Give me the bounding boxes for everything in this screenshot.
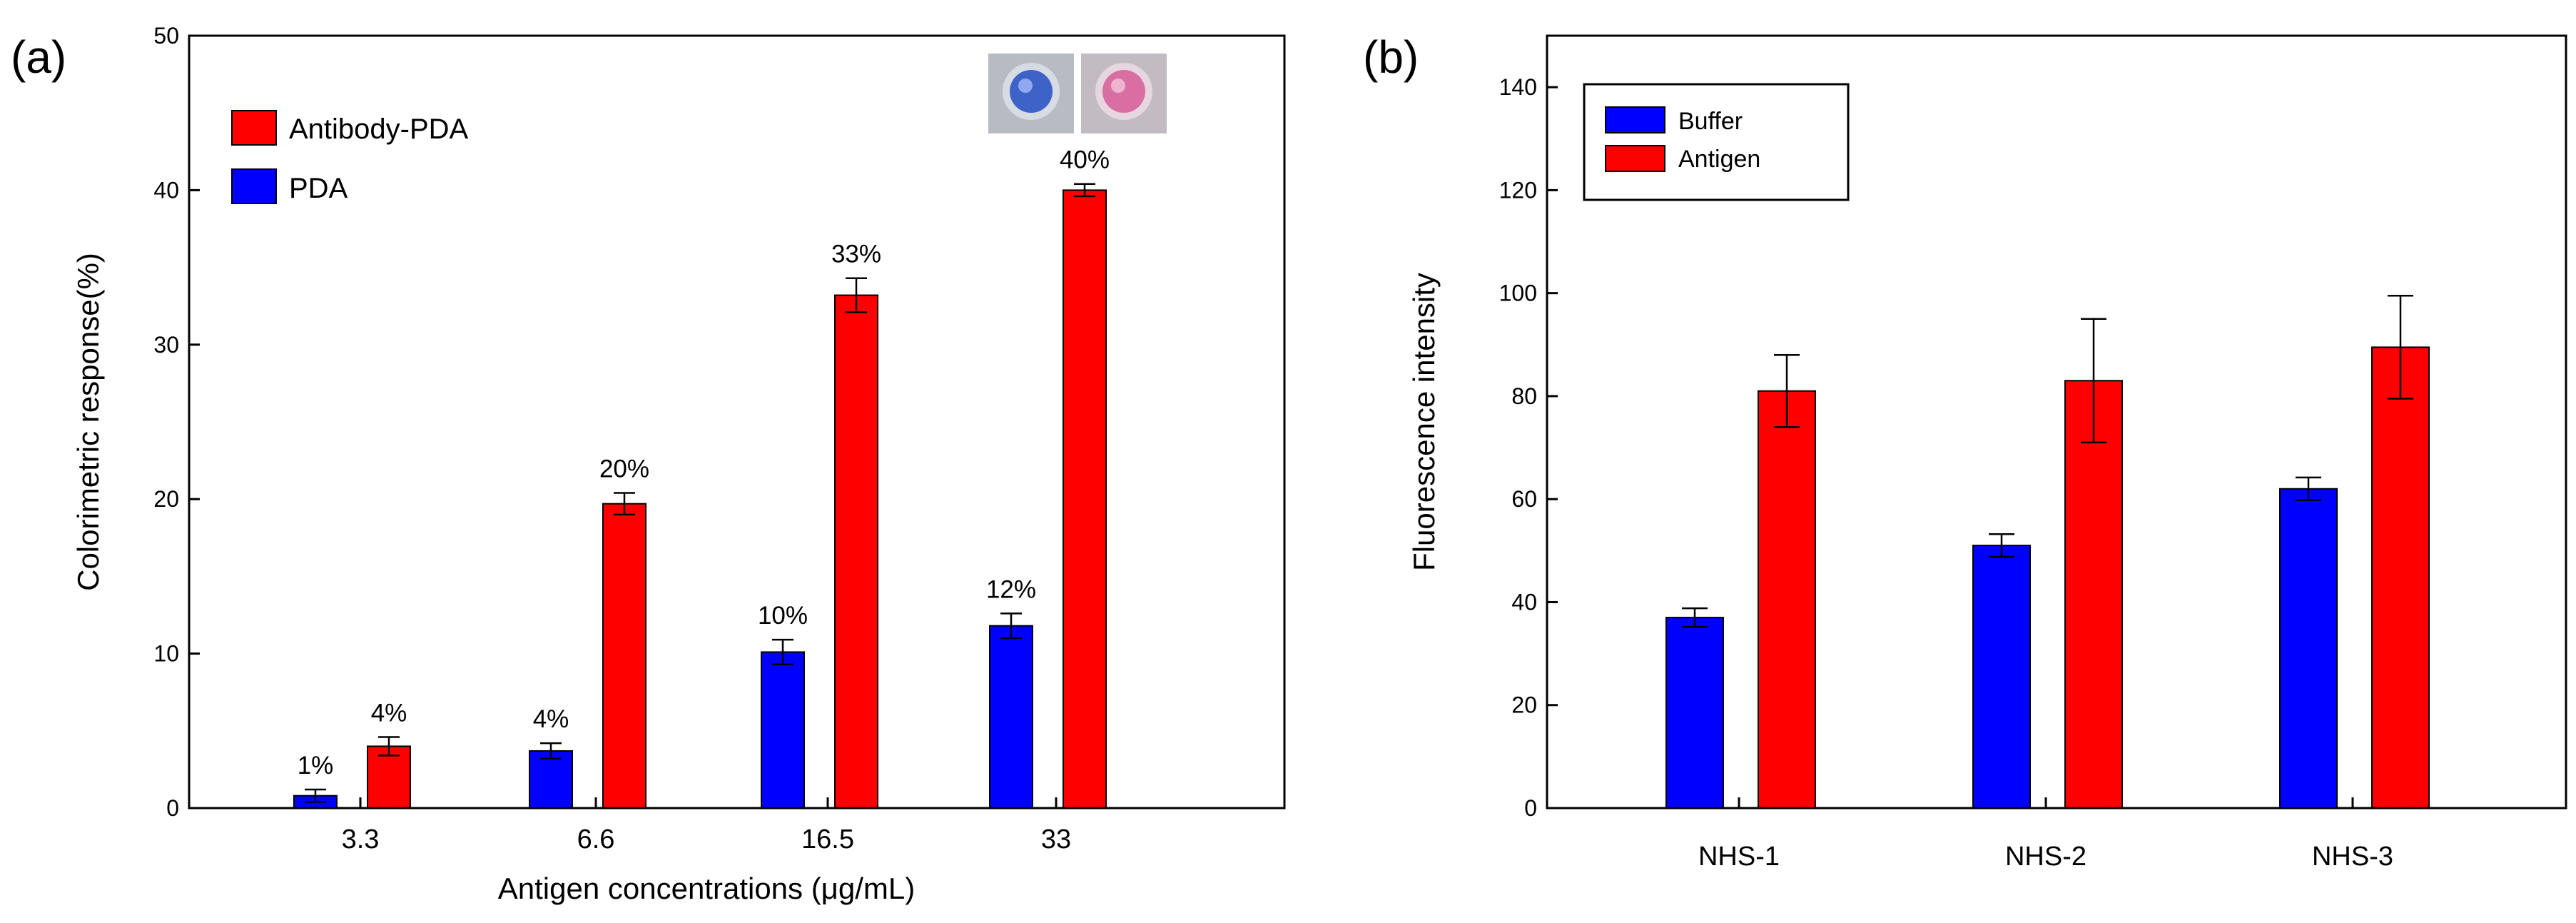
bar-pda (761, 651, 805, 809)
y-tick-label: 140 (1499, 74, 1537, 100)
y-tick-label: 40 (153, 177, 179, 203)
chart-a: (a) 0 10 20 30 40 50 3.3 1% 4% 6.6 4% 20% 16.5 10% 33%… (11, 23, 1286, 905)
data-label: 4% (371, 699, 407, 727)
legend-label-buffer: Buffer (1678, 108, 1743, 135)
data-label: 4% (533, 705, 569, 733)
x-tick-label: 3.3 (342, 824, 380, 854)
legend-label-antibody-pda: Antibody-PDA (289, 114, 469, 145)
bar-antibody-pda (834, 294, 878, 809)
panel-a-label: (a) (11, 31, 66, 83)
panel-b-label: (b) (1363, 31, 1419, 83)
bar-antigen (1758, 390, 1816, 809)
data-label: 1% (298, 752, 334, 780)
legend-swatch-antigen (1605, 145, 1665, 172)
x-tick-label: NHS-3 (2312, 842, 2393, 872)
bar-antibody-pda (602, 503, 646, 809)
data-label: 33% (831, 241, 881, 268)
x-axis-title-a: Antigen concentrations (μg/mL) (498, 872, 916, 905)
data-label: 10% (758, 602, 808, 630)
legend-swatch-buffer (1605, 106, 1665, 133)
bar-buffer (2279, 488, 2338, 809)
bar-antigen (2064, 380, 2123, 809)
x-tick-label: 6.6 (577, 824, 615, 854)
y-axis-title-a: Colorimetric response(%) (71, 253, 105, 591)
plot-frame-b (1546, 34, 2567, 809)
x-tick-label: NHS-2 (2005, 842, 2086, 872)
legend-label-pda: PDA (289, 173, 348, 204)
data-label: 12% (986, 575, 1036, 603)
y-tick-label: 0 (1524, 795, 1537, 821)
legend-box-b (1583, 83, 1850, 201)
y-tick-label: 40 (1511, 589, 1537, 615)
y-tick-label: 50 (153, 23, 179, 49)
y-tick-label: 0 (166, 795, 179, 821)
inset-wells-photo (988, 54, 1167, 133)
bar-buffer (1972, 545, 2031, 809)
y-tick-label: 60 (1511, 486, 1537, 512)
y-tick-label: 100 (1499, 281, 1537, 306)
y-tick-label: 120 (1499, 177, 1537, 203)
x-tick-label: NHS-1 (1698, 842, 1780, 872)
bar-antigen (2371, 346, 2430, 809)
bar-buffer (1665, 617, 1724, 809)
plot-frame-a (188, 34, 1286, 809)
legend-swatch-pda (231, 168, 277, 204)
data-label: 40% (1060, 146, 1110, 174)
y-tick-label: 20 (1511, 692, 1537, 718)
x-tick-label: 16.5 (801, 824, 854, 854)
y-tick-label: 20 (153, 486, 179, 512)
data-label: 20% (599, 455, 649, 483)
y-axis-title-b: Fluorescence intensity (1407, 273, 1441, 571)
legend-label-antigen: Antigen (1678, 146, 1760, 173)
bar-antibody-pda (1063, 189, 1107, 809)
legend-swatch-antibody-pda (231, 110, 277, 146)
bar-pda (989, 625, 1033, 809)
y-tick-label: 80 (1511, 383, 1537, 409)
chart-b: (b) 0 20 40 60 80 100 120 140 NHS-1 NHS-2 NHS-3 Fl… (1363, 31, 2567, 872)
x-tick-label: 33 (1041, 824, 1071, 854)
y-tick-label: 30 (153, 332, 179, 358)
y-tick-label: 10 (153, 641, 179, 667)
